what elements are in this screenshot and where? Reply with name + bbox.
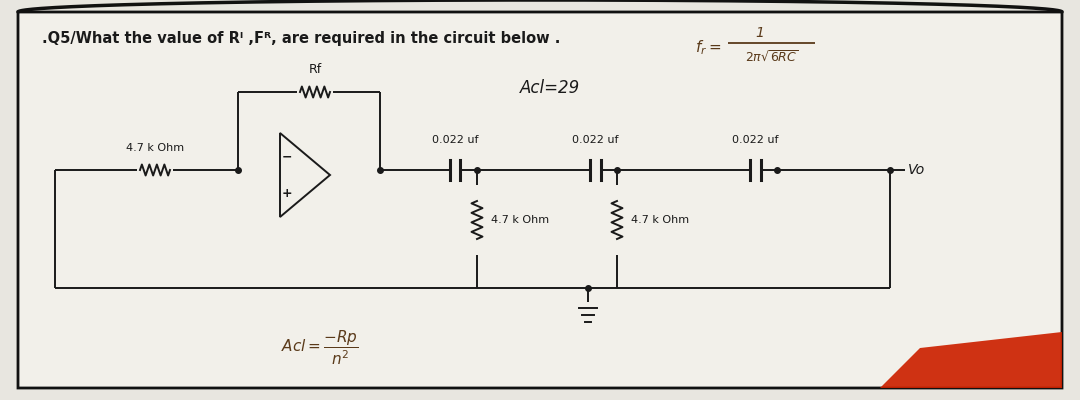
Text: $Acl=\dfrac{-Rp}{n^2}$: $Acl=\dfrac{-Rp}{n^2}$: [281, 329, 359, 367]
Text: 1: 1: [756, 26, 765, 40]
Text: 0.022 uf: 0.022 uf: [732, 135, 779, 145]
Text: Acl=29: Acl=29: [519, 79, 580, 97]
Text: 0.022 uf: 0.022 uf: [432, 135, 478, 145]
Text: −: −: [282, 150, 293, 164]
Text: 4.7 k Ohm: 4.7 k Ohm: [631, 215, 689, 225]
Text: 4.7 k Ohm: 4.7 k Ohm: [491, 215, 549, 225]
Text: 4.7 k Ohm: 4.7 k Ohm: [126, 143, 184, 153]
Text: +: +: [282, 186, 293, 200]
Text: Vo: Vo: [908, 163, 926, 177]
Text: $2\pi\sqrt{6RC}$: $2\pi\sqrt{6RC}$: [745, 50, 799, 64]
Text: Rf: Rf: [309, 63, 322, 76]
Text: .Q5/What the value of Rᴵ ,Fᴿ, are required in the circuit below .: .Q5/What the value of Rᴵ ,Fᴿ, are requir…: [42, 30, 561, 46]
FancyBboxPatch shape: [18, 12, 1062, 388]
Text: 0.022 uf: 0.022 uf: [571, 135, 618, 145]
Text: $f_r=$: $f_r=$: [696, 39, 721, 57]
Polygon shape: [880, 332, 1062, 388]
